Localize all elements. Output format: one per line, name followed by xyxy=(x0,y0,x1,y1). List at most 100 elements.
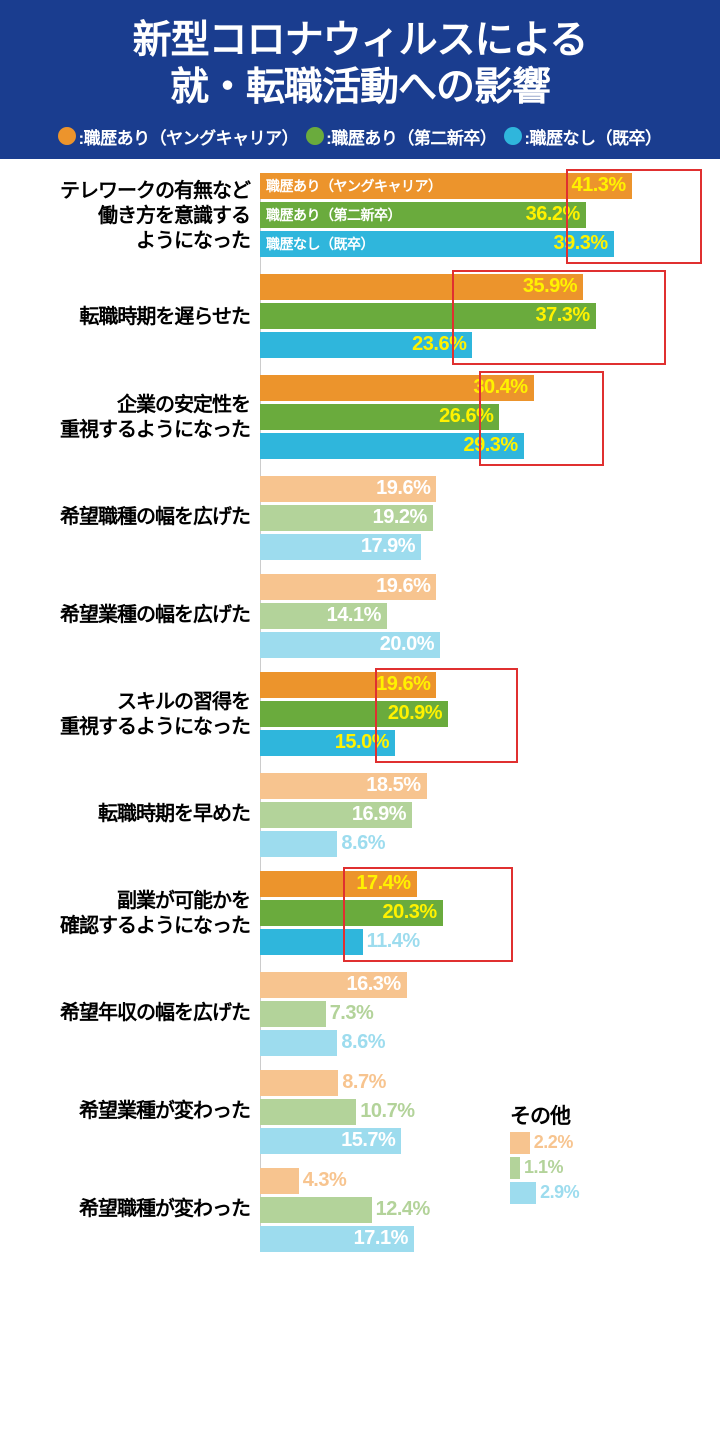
bar-group: 4.3% 12.4% 17.1% xyxy=(260,1168,710,1252)
legend-label: :職歴あり（第二新卒） xyxy=(326,124,496,149)
bar-value: 19.6% xyxy=(376,574,430,600)
category-label: 転職時期を遅らせた xyxy=(10,305,260,330)
bar-value: 16.9% xyxy=(352,802,406,828)
chart-area: テレワークの有無など 働き方を意識する ようになった職歴あり（ヤングキャリア）4… xyxy=(0,159,720,1262)
bar-value: 39.3% xyxy=(553,231,607,257)
bar-yc: 17.4% xyxy=(260,871,417,897)
bar-series-label: 職歴なし（既卒） xyxy=(260,234,374,254)
bar-ds: 20.9% xyxy=(260,701,448,727)
bar-yc: 8.7% xyxy=(260,1070,338,1096)
chart-row: 企業の安定性を 重視するようになった30.4%26.6%29.3% xyxy=(10,375,710,462)
bar-value: 8.6% xyxy=(341,831,385,857)
bar-value: 26.6% xyxy=(439,404,493,430)
bar-nk: 17.9% xyxy=(260,534,421,560)
bar-ds: 職歴あり（第二新卒）36.2% xyxy=(260,202,586,228)
bar-nk: 20.0% xyxy=(260,632,440,658)
chart-row: スキルの習得を 重視するようになった 19.6% 20.9% 15.0% xyxy=(10,672,710,759)
other-bar-yc: 2.2% xyxy=(510,1132,530,1154)
bar-yc: 19.6% xyxy=(260,672,436,698)
bar-ds: 37.3% xyxy=(260,303,596,329)
bar-yc: 4.3% xyxy=(260,1168,299,1194)
bar-group: 19.6% 19.2% 17.9% xyxy=(260,476,710,560)
category-label: 希望年収の幅を広げた xyxy=(10,1001,260,1026)
bar-value: 12.4% xyxy=(376,1197,430,1223)
category-label: スキルの習得を 重視するようになった xyxy=(10,690,260,740)
bar-value: 20.0% xyxy=(380,632,434,658)
legend-dot xyxy=(306,127,324,145)
chart-row: 希望業種が変わった8.7%10.7%15.7% xyxy=(10,1070,710,1154)
category-label: 副業が可能かを 確認するようになった xyxy=(10,889,260,939)
bar-yc: 35.9% xyxy=(260,274,583,300)
bar-yc: 16.3% xyxy=(260,972,407,998)
category-label: 希望業種が変わった xyxy=(10,1099,260,1124)
bar-value: 10.7% xyxy=(360,1099,414,1125)
bar-nk: 29.3% xyxy=(260,433,524,459)
bar-group: 19.6% 14.1% 20.0% xyxy=(260,574,710,658)
bar-value: 17.9% xyxy=(361,534,415,560)
legend-item: :職歴なし（既卒） xyxy=(504,124,661,149)
bar-value: 17.4% xyxy=(356,871,410,897)
bar-value: 8.6% xyxy=(341,1030,385,1056)
bar-yc: 30.4% xyxy=(260,375,534,401)
bar-value: 41.3% xyxy=(571,173,625,199)
bar-ds: 19.2% xyxy=(260,505,433,531)
bar-ds: 16.9% xyxy=(260,802,412,828)
chart-row: 転職時期を遅らせた 35.9% 37.3% 23.6% xyxy=(10,274,710,361)
other-bar-value: 2.9% xyxy=(540,1182,579,1204)
bar-nk: 15.0% xyxy=(260,730,395,756)
bar-series-label: 職歴あり（ヤングキャリア） xyxy=(260,176,442,196)
legend-label: :職歴なし（既卒） xyxy=(524,124,661,149)
other-bar-nk: 2.9% xyxy=(510,1182,536,1204)
legend: :職歴あり（ヤングキャリア） :職歴あり（第二新卒） :職歴なし（既卒） xyxy=(10,124,710,149)
bar-value: 7.3% xyxy=(330,1001,374,1027)
chart-row: 希望年収の幅を広げた 16.3% 7.3% 8.6% xyxy=(10,972,710,1056)
bar-nk: 8.6% xyxy=(260,1030,337,1056)
bar-group: 8.7% 10.7% 15.7% xyxy=(260,1070,710,1154)
other-bar-ds: 1.1% xyxy=(510,1157,520,1179)
bar-value: 20.9% xyxy=(388,701,442,727)
chart-row: 希望業種の幅を広げた19.6%14.1%20.0% xyxy=(10,574,710,658)
chart-row: テレワークの有無など 働き方を意識する ようになった職歴あり（ヤングキャリア）4… xyxy=(10,173,710,260)
bar-nk: 15.7% xyxy=(260,1128,401,1154)
bar-value: 15.7% xyxy=(341,1128,395,1154)
legend-item: :職歴あり（ヤングキャリア） xyxy=(58,124,298,149)
category-label: 希望職種の幅を広げた xyxy=(10,505,260,530)
bar-ds: 12.4% xyxy=(260,1197,372,1223)
bar-value: 35.9% xyxy=(523,274,577,300)
bar-nk: 17.1% xyxy=(260,1226,414,1252)
bar-value: 17.1% xyxy=(354,1226,408,1252)
bar-group: 17.4%20.3%11.4% xyxy=(260,871,710,958)
legend-item: :職歴あり（第二新卒） xyxy=(306,124,496,149)
bar-ds: 10.7% xyxy=(260,1099,356,1125)
chart-row: 希望職種が変わった4.3% 12.4% 17.1% xyxy=(10,1168,710,1252)
bar-group: 職歴あり（ヤングキャリア） 41.3% 職歴あり（第二新卒）36.2% 職歴なし（既卒… xyxy=(260,173,710,260)
bar-value: 15.0% xyxy=(335,730,389,756)
page-title: 新型コロナウィルスによる 就・転職活動への影響 xyxy=(10,18,710,112)
bar-yc: 19.6% xyxy=(260,574,436,600)
chart-row: 希望職種の幅を広げた19.6% 19.2% 17.9% xyxy=(10,476,710,560)
bar-yc: 18.5% xyxy=(260,773,427,799)
bar-value: 29.3% xyxy=(463,433,517,459)
bar-value: 19.6% xyxy=(376,672,430,698)
bar-value: 14.1% xyxy=(327,603,381,629)
header: 新型コロナウィルスによる 就・転職活動への影響 :職歴あり（ヤングキャリア）:職… xyxy=(0,0,720,159)
bar-group: 30.4% 26.6% 29.3% xyxy=(260,375,710,462)
bar-value: 20.3% xyxy=(382,900,436,926)
category-label: 希望職種が変わった xyxy=(10,1197,260,1222)
bar-value: 18.5% xyxy=(366,773,420,799)
bar-value: 8.7% xyxy=(342,1070,386,1096)
bar-ds: 7.3% xyxy=(260,1001,326,1027)
bar-value: 23.6% xyxy=(412,332,466,358)
bar-value: 37.3% xyxy=(535,303,589,329)
other-bar-value: 2.2% xyxy=(534,1132,573,1154)
legend-dot xyxy=(58,127,76,145)
bar-nk: 23.6% xyxy=(260,332,472,358)
legend-dot xyxy=(504,127,522,145)
bar-value: 36.2% xyxy=(526,202,580,228)
bar-yc: 19.6% xyxy=(260,476,436,502)
bar-value: 16.3% xyxy=(346,972,400,998)
other-title: その他 xyxy=(510,1100,570,1130)
chart-row: 副業が可能かを 確認するようになった17.4%20.3%11.4% xyxy=(10,871,710,958)
other-group: その他 2.2% 1.1% 2.9% xyxy=(510,1100,570,1207)
bar-ds: 20.3% xyxy=(260,900,443,926)
